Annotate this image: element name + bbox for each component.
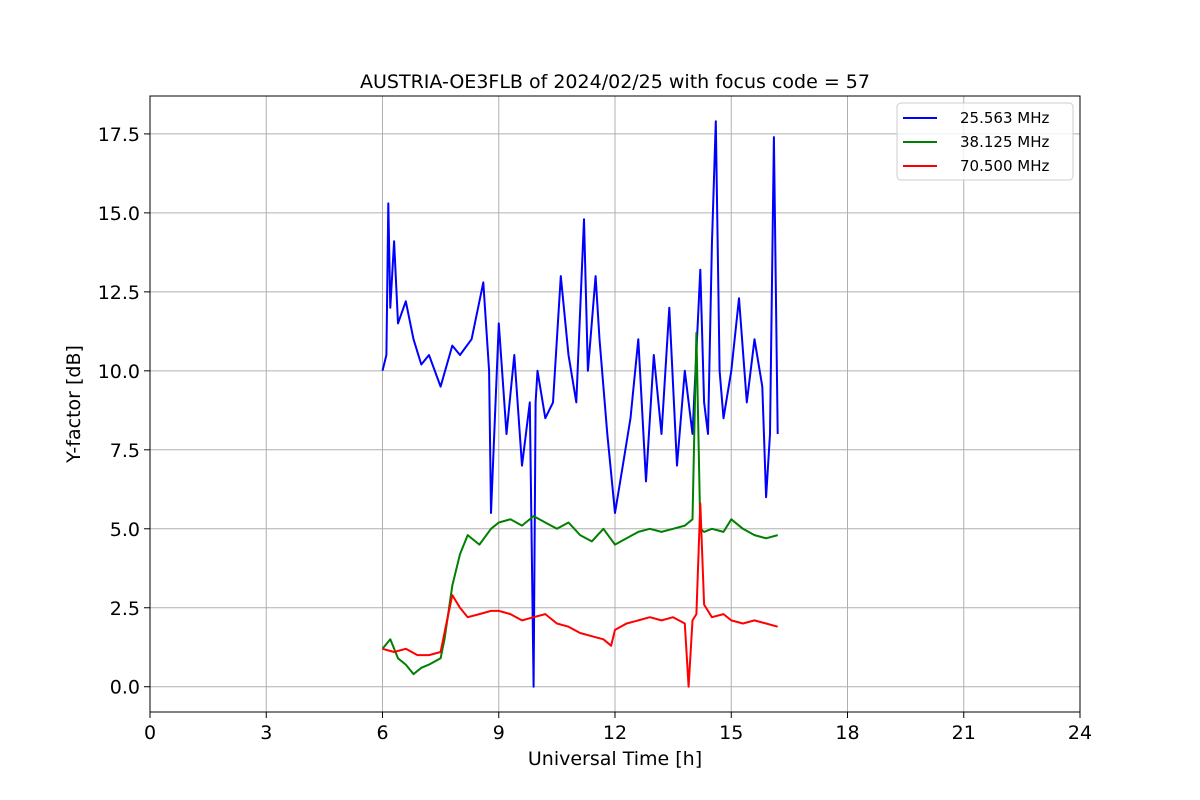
y-tick-label: 15.0 [98,203,140,225]
y-tick-label: 5.0 [110,519,140,541]
x-tick-label: 15 [719,722,743,744]
series-line-1 [381,120,779,688]
y-tick-label: 2.5 [110,598,140,620]
x-axis-label: Universal Time [h] [528,748,702,770]
x-tick-label: 9 [493,722,505,744]
x-tick-label: 3 [260,722,272,744]
series-line-2 [381,331,778,676]
y-tick-label: 17.5 [98,124,140,146]
legend-label: 38.125 MHz [960,133,1049,151]
x-tick-label: 21 [952,722,976,744]
y-tick-label: 12.5 [98,282,140,304]
legend: 25.563 MHz 38.125 MHz 70.500 MHz [896,102,1074,181]
y-tick-label: 10.0 [98,361,140,383]
series-line-3 [382,502,778,688]
y-tick-label: 0.0 [110,677,140,699]
plot-area: 0 3 6 9 12 15 18 21 24 0.0 2.5 5.0 7.5 10.0 12.5 15.0 17… [98,95,1092,744]
x-tick-label: 24 [1068,722,1092,744]
x-tick-label: 6 [376,722,388,744]
y-axis-label: Y-factor [dB] [63,345,85,464]
y-tick-label: 7.5 [110,440,140,462]
x-tick-label: 18 [835,722,859,744]
legend-label: 25.563 MHz [960,109,1049,127]
legend-box [896,102,1074,181]
x-tick-label: 12 [603,722,627,744]
chart-title: AUSTRIA-OE3FLB of 2024/02/25 with focus … [360,71,870,93]
x-tick-label: 0 [144,722,156,744]
legend-label: 70.500 MHz [960,157,1049,175]
